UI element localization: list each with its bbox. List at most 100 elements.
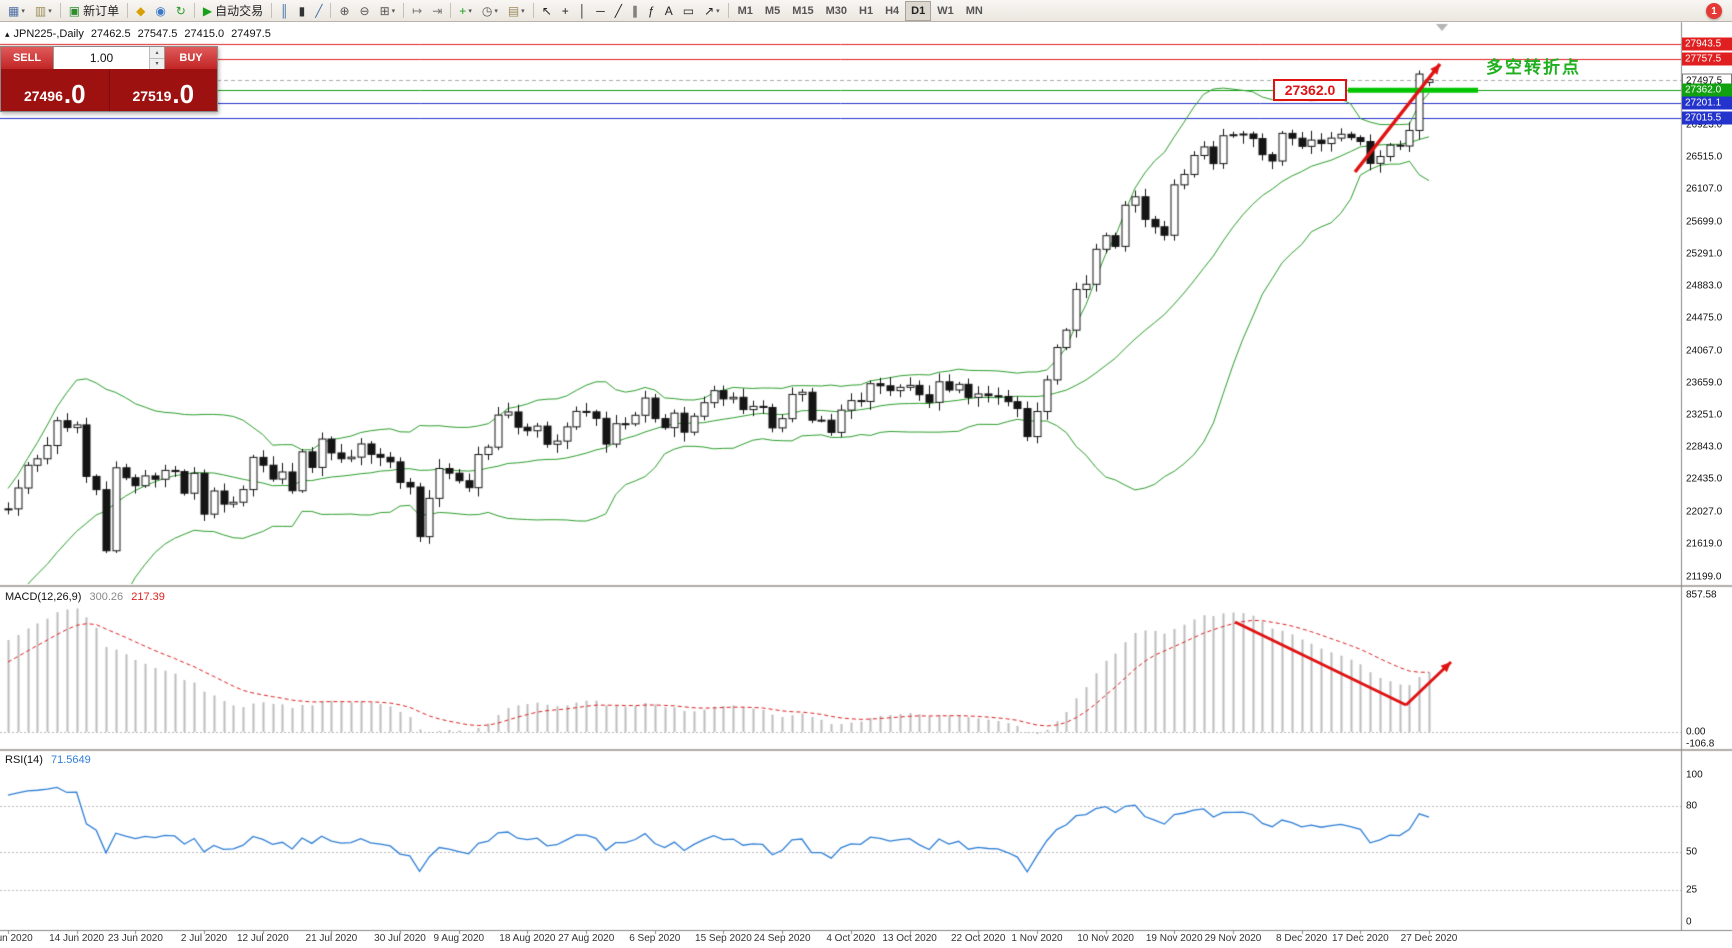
new-order-button-label: 新订单 [83,4,120,18]
caret-down-icon: ▾ [468,7,472,15]
candlestick-type-button[interactable]: ▮ [295,0,310,21]
toolbar-separator [193,3,195,18]
horizontal-line-tool-button[interactable]: ─ [592,0,609,21]
indicators-button[interactable]: + ▾ [455,0,476,21]
templates-icon: ▤ [507,3,520,18]
caret-down-icon: ▾ [521,7,525,15]
price-scale-label: 22027.0 [1686,506,1723,518]
trendline-tool-button[interactable]: ╱ [611,0,626,21]
buy-button[interactable]: BUY [165,47,217,69]
date-label: 10 Nov 2020 [1077,933,1134,944]
timeframe-h1-button[interactable]: H1 [859,4,874,17]
sync-icon[interactable]: ↻ [172,0,190,21]
volume-up-button[interactable]: ▴ [150,47,164,59]
one-click-trading-panel: SELL 1.00 ▴ ▾ BUY 27496 .0 27519 .0 [0,46,218,112]
date-label: 30 Jul 2020 [374,933,426,944]
rsi-scale-label: 25 [1686,884,1698,896]
date-label: 18 Aug 2020 [499,933,556,944]
buy-price[interactable]: 27519 .0 [110,69,218,111]
date-label: 4 Oct 2020 [826,933,876,944]
zoom-in-icon: ⊕ [339,3,350,18]
volume-down-button[interactable]: ▾ [150,58,164,69]
price-scale-label: 21619.0 [1686,538,1723,550]
auto-scroll-button[interactable]: ↦ [408,0,426,21]
periods-icon: ◷ [481,3,493,18]
annotation-note[interactable]: 多空转折点 [1486,58,1581,77]
crosshair-tool-button[interactable]: + [558,0,573,21]
macd-indicator-label: MACD(12,26,9) 300.26 217.39 [5,591,165,603]
timeframe-h4-button[interactable]: H4 [885,4,900,17]
price-scale-label: 24067.0 [1686,345,1723,357]
notification-badge[interactable]: 1 [1706,3,1722,19]
horizontal-line-tool-icon: ─ [596,3,605,18]
alerts-icon-icon: ◆ [136,3,146,18]
sell-price-dec: .0 [63,79,86,109]
price-annotation-label[interactable]: 27362.0 [1273,79,1347,102]
macd-signal-value: 217.39 [131,591,165,603]
periods-button[interactable]: ◷ ▾ [478,0,502,21]
date-label: 24 Sep 2020 [753,933,811,944]
vertical-line-tool-button[interactable]: │ [575,0,591,21]
zoom-in-button[interactable]: ⊕ [335,0,353,21]
autotrading-icon: ▶ [202,3,213,18]
new-chart-button[interactable]: ▦ ▾ [4,0,29,21]
date-label: 14 Jun 2020 [49,933,105,944]
timeframe-m1-button[interactable]: M1 [737,4,753,17]
rsi-scale-label: 0 [1686,916,1692,928]
line-chart-type-button[interactable]: ╱ [311,0,326,21]
new-order-button[interactable]: ▣ 新订单 [65,0,123,21]
ohlc-info: ▴ JPN225-,Daily 27462.5 27547.5 27415.0 27497… [5,28,278,40]
date-label: 2 Jun 2020 [0,933,33,944]
timeframe-mn-button[interactable]: MN [965,4,983,17]
text-tool-button[interactable]: A [661,0,677,21]
price-scale-label: 23251.0 [1686,409,1723,421]
price-scale-label: 22435.0 [1686,473,1723,485]
community-icon[interactable]: ◉ [151,0,169,21]
indicators-icon: + [459,3,467,18]
macd-scale-label: 0.00 [1686,726,1706,738]
date-label: 9 Aug 2020 [433,933,485,944]
sell-button[interactable]: SELL [1,47,53,69]
channel-tool-button[interactable]: ∥ [628,0,642,21]
date-label: 6 Sep 2020 [629,933,681,944]
macd-value: 300.26 [89,591,124,603]
autotrading-button[interactable]: ▶ 自动交易 [199,0,267,21]
cursor-tool-button[interactable]: ↖ [538,0,556,21]
timeframe-m15-button[interactable]: M15 [792,4,814,17]
date-label: 27 Aug 2020 [558,933,615,944]
auto-scroll-icon: ↦ [412,3,423,18]
toolbar-separator [59,3,61,18]
arrows-tool-button[interactable]: ↗ ▾ [700,0,724,21]
toolbar-separator [330,3,332,18]
volume-input[interactable]: 1.00 [89,51,114,65]
templates-button[interactable]: ▤ ▾ [504,0,529,21]
chart-shift-button[interactable]: ⇥ [428,0,446,21]
zoom-out-button[interactable]: ⊖ [356,0,374,21]
timeframe-m5-button[interactable]: M5 [764,4,781,17]
bar-chart-type-button[interactable]: ║ [276,0,293,21]
timeframe-d1-button[interactable]: D1 [905,0,932,21]
label-tool-button[interactable]: ▭ [679,0,698,21]
new-chart-icon: ▦ [8,3,20,18]
new-order-icon: ▣ [68,3,81,18]
buy-price-int: 27519 [132,88,172,104]
vertical-line-tool-icon: │ [578,3,587,18]
line-chart-type-icon: ╱ [315,3,323,18]
tile-windows-button[interactable]: ⊞ ▾ [376,0,400,21]
timeframe-m30-button[interactable]: M30 [825,4,848,17]
timeframe-w1-button[interactable]: W1 [937,4,954,17]
price-scale-label: 21199.0 [1686,571,1722,583]
profiles-button[interactable]: ▥ ▾ [31,0,56,21]
date-label: 8 Dec 2020 [1276,933,1328,944]
toolbar-separator [271,3,273,18]
fibonacci-tool-button[interactable]: ƒ [644,0,659,21]
macd-scale-label: -106.8 [1686,738,1715,750]
date-label: 29 Nov 2020 [1204,933,1262,944]
zoom-out-icon: ⊖ [359,3,370,18]
date-label: 27 Dec 2020 [1400,933,1458,944]
alerts-icon[interactable]: ◆ [132,0,149,21]
sell-price[interactable]: 27496 .0 [1,69,110,111]
price-scale-label: 25291.0 [1686,248,1723,260]
